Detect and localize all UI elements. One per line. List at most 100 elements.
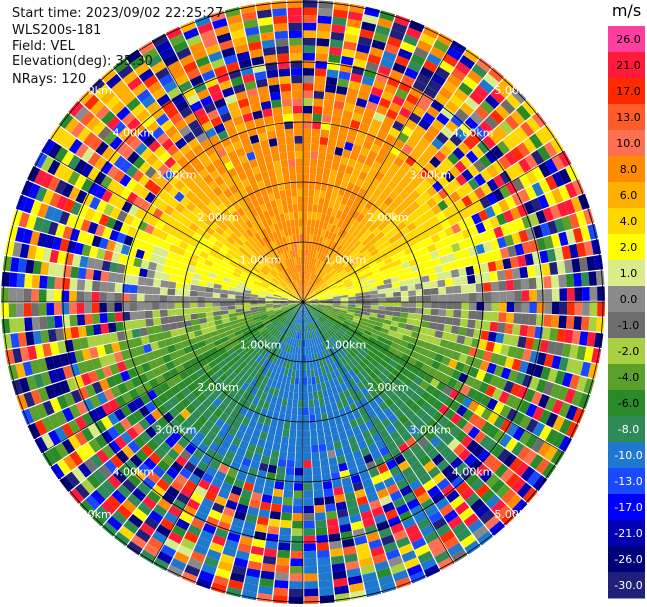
- gate-cell: [333, 369, 341, 378]
- gate-cell: [434, 550, 451, 564]
- gate-cell: [466, 387, 478, 400]
- gate-cell: [336, 424, 345, 434]
- gate-cell: [423, 530, 439, 544]
- gate-cell: [558, 435, 573, 452]
- gate-cell: [388, 127, 401, 139]
- gate-cell: [404, 408, 416, 420]
- gate-cell: [228, 426, 238, 437]
- gate-cell: [396, 425, 408, 436]
- gate-cell: [268, 402, 276, 412]
- gate-cell: [183, 345, 193, 355]
- gate-cell: [326, 442, 335, 452]
- gate-cell: [389, 69, 404, 81]
- gate-cell: [308, 354, 313, 363]
- gate-cell: [520, 313, 530, 325]
- gate-cell: [407, 313, 416, 320]
- gate-cell: [250, 460, 261, 470]
- gate-cell: [284, 319, 290, 327]
- gate-cell: [331, 260, 339, 269]
- gate-cell: [344, 165, 354, 175]
- gate-cell: [393, 296, 402, 302]
- gate-cell: [471, 444, 485, 458]
- gate-cell: [425, 260, 435, 269]
- gate-cell: [310, 151, 319, 160]
- gate-cell: [517, 336, 527, 349]
- gate-cell: [295, 323, 299, 332]
- gate-cell: [275, 381, 282, 390]
- gate-cell: [505, 394, 517, 408]
- gate-cell: [318, 144, 328, 153]
- gate-cell: [317, 318, 324, 326]
- gate-cell: [347, 435, 358, 446]
- gate-cell: [103, 388, 115, 402]
- gate-cell: [312, 330, 317, 338]
- gate-cell: [246, 568, 261, 578]
- gate-cell: [305, 324, 308, 333]
- gate-cell: [566, 302, 575, 316]
- gate-cell: [441, 157, 454, 171]
- gate-cell: [316, 166, 324, 176]
- gate-cell: [322, 333, 328, 342]
- gate-cell: [362, 311, 371, 316]
- gate-cell: [314, 189, 321, 198]
- gate-cell: [146, 439, 159, 452]
- gate-cell: [345, 283, 354, 288]
- gate-cell: [399, 200, 410, 211]
- gate-cell: [399, 255, 409, 264]
- gate-cell: [309, 331, 313, 339]
- gate-cell: [363, 294, 371, 299]
- gate-cell: [104, 459, 118, 474]
- gate-cell: [235, 550, 250, 561]
- gate-cell: [295, 460, 303, 469]
- gate-cell: [309, 315, 314, 323]
- gate-cell: [352, 409, 362, 420]
- gate-cell: [299, 332, 302, 340]
- gate-cell: [389, 490, 403, 502]
- gate-cell: [249, 378, 258, 388]
- gate-cell: [479, 435, 493, 449]
- gate-cell: [286, 345, 292, 354]
- gate-cell: [303, 520, 315, 529]
- gate-cell: [468, 310, 477, 320]
- gate-cell: [317, 367, 323, 376]
- gate-cell: [290, 414, 298, 423]
- gate-cell: [458, 239, 468, 251]
- gate-cell: [319, 405, 327, 414]
- gate-cell: [423, 341, 433, 351]
- gate-cell: [340, 297, 349, 300]
- gate-cell: [365, 384, 375, 394]
- gate-cell: [139, 430, 152, 444]
- gate-cell: [570, 196, 583, 213]
- gate-cell: [258, 374, 266, 383]
- gate-cell: [352, 450, 363, 460]
- gate-cell: [413, 319, 423, 327]
- gate-cell: [338, 163, 347, 173]
- gate-cell: [406, 454, 419, 467]
- gate-cell: [400, 161, 412, 173]
- gate-cell: [328, 176, 336, 186]
- gate-cell: [484, 94, 500, 110]
- gate-cell: [334, 416, 343, 426]
- gate-cell: [377, 463, 389, 475]
- gate-cell: [471, 63, 488, 79]
- gate-cell: [314, 275, 320, 283]
- gate-cell: [346, 396, 355, 406]
- gate-cell: [288, 437, 296, 446]
- gate-cell: [325, 302, 334, 304]
- gate-cell: [94, 405, 107, 420]
- gate-cell: [265, 540, 278, 550]
- gate-cell: [486, 362, 497, 375]
- gate-cell: [544, 396, 557, 412]
- gate-cell: [277, 389, 285, 399]
- gate-cell: [467, 190, 480, 204]
- gate-cell: [438, 294, 447, 302]
- gate-cell: [237, 336, 247, 344]
- gate-cell: [355, 302, 364, 305]
- gate-cell: [367, 184, 377, 195]
- gate-cell: [483, 302, 492, 312]
- gate-cell: [340, 299, 349, 302]
- gate-cell: [390, 320, 400, 328]
- gate-cell: [423, 288, 432, 296]
- gate-cell: [209, 542, 224, 554]
- gate-cell: [307, 316, 312, 324]
